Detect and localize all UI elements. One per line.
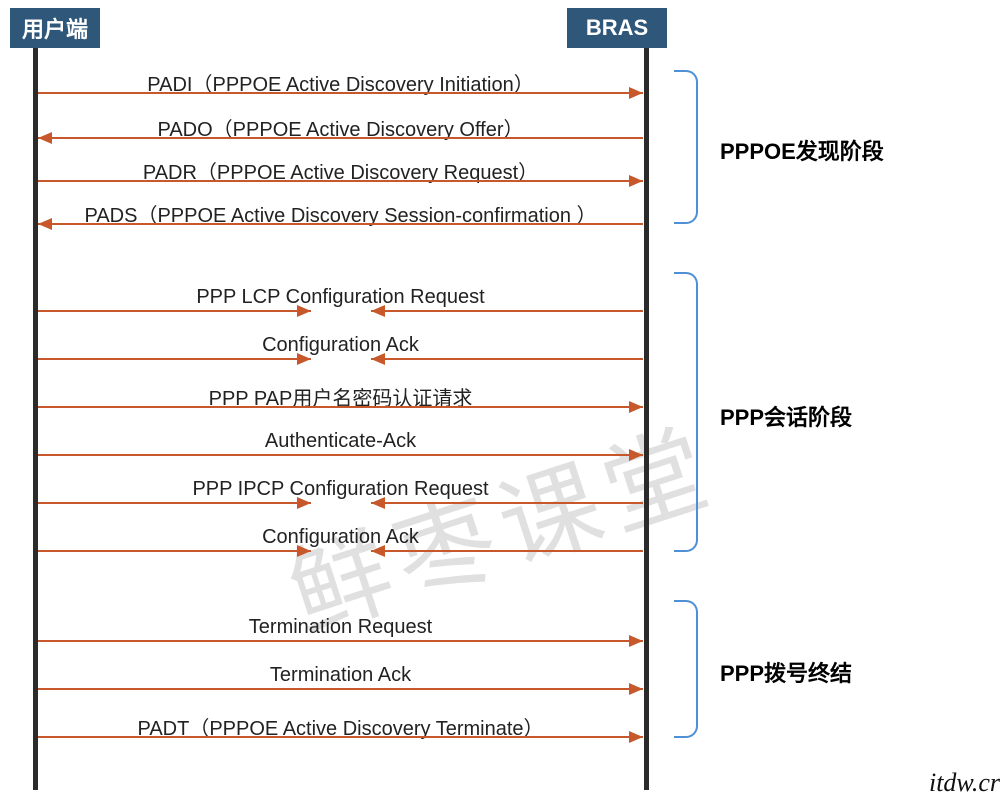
message-label: PPP LCP Configuration Request xyxy=(35,286,646,309)
message-row: Configuration Ack xyxy=(35,336,646,360)
message-arrow-head xyxy=(38,132,52,144)
message-arrow-head xyxy=(629,87,643,99)
message-arrow-head xyxy=(297,353,311,365)
message-arrow-line xyxy=(371,358,644,360)
message-label: PPP IPCP Configuration Request xyxy=(35,478,646,501)
sequence-diagram: 鲜枣课堂 用户端 BRAS PADI（PPPOE Active Discover… xyxy=(0,0,1000,802)
message-row: PPP LCP Configuration Request xyxy=(35,288,646,312)
message-arrow-line xyxy=(38,180,643,182)
message-arrow-line xyxy=(38,92,643,94)
message-row: PPP PAP用户名密码认证请求 xyxy=(35,384,646,408)
message-row: Termination Ack xyxy=(35,666,646,690)
message-arrow-head xyxy=(629,175,643,187)
message-arrow-head xyxy=(629,683,643,695)
message-label: Configuration Ack xyxy=(35,334,646,357)
message-row: Authenticate-Ack xyxy=(35,432,646,456)
message-row: Configuration Ack xyxy=(35,528,646,552)
message-arrow-line xyxy=(38,358,311,360)
message-arrow-head xyxy=(371,497,385,509)
message-arrow-line xyxy=(38,550,311,552)
message-arrow-line xyxy=(38,640,643,642)
message-row: Termination Request xyxy=(35,618,646,642)
message-row: PADI（PPPOE Active Discovery Initiation） xyxy=(35,70,646,94)
message-arrow-head xyxy=(629,635,643,647)
phase-label: PPP会话阶段 xyxy=(720,400,852,432)
corner-source-text: itdw.cr xyxy=(929,768,1000,798)
message-label: Termination Request xyxy=(35,616,646,639)
message-arrow-line xyxy=(38,137,643,139)
message-arrow-head xyxy=(297,497,311,509)
message-arrow-head xyxy=(297,305,311,317)
message-arrow-head xyxy=(297,545,311,557)
participant-client-label: 用户端 xyxy=(22,12,88,44)
message-label: Configuration Ack xyxy=(35,526,646,549)
message-label: Authenticate-Ack xyxy=(35,430,646,453)
message-arrow-line xyxy=(38,736,643,738)
message-arrow-head xyxy=(629,731,643,743)
message-arrow-line xyxy=(38,688,643,690)
message-row: PADR（PPPOE Active Discovery Request） xyxy=(35,158,646,182)
message-row: PADT（PPPOE Active Discovery Terminate） xyxy=(35,714,646,738)
participant-bras-label: BRAS xyxy=(586,15,648,41)
phase-label: PPP拨号终结 xyxy=(720,656,852,688)
message-label: Termination Ack xyxy=(35,664,646,687)
message-arrow-line xyxy=(38,310,311,312)
message-arrow-line xyxy=(371,502,644,504)
phase-bracket xyxy=(674,70,698,224)
participant-bras-header: BRAS xyxy=(567,8,667,48)
message-arrow-head xyxy=(371,545,385,557)
participant-client-header: 用户端 xyxy=(10,8,100,48)
message-arrow-head xyxy=(371,353,385,365)
message-arrow-line xyxy=(371,550,644,552)
message-row: PADO（PPPOE Active Discovery Offer） xyxy=(35,115,646,139)
message-row: PADS（PPPOE Active Discovery Session-conf… xyxy=(35,201,646,225)
message-arrow-line xyxy=(38,454,643,456)
message-arrow-head xyxy=(629,449,643,461)
message-arrow-head xyxy=(629,401,643,413)
message-arrow-line xyxy=(38,406,643,408)
message-arrow-line xyxy=(38,502,311,504)
message-arrow-head xyxy=(371,305,385,317)
message-row: PPP IPCP Configuration Request xyxy=(35,480,646,504)
message-arrow-head xyxy=(38,218,52,230)
phase-label: PPPOE发现阶段 xyxy=(720,134,884,166)
message-arrow-line xyxy=(371,310,644,312)
phase-bracket xyxy=(674,600,698,738)
phase-bracket xyxy=(674,272,698,552)
message-arrow-line xyxy=(38,223,643,225)
